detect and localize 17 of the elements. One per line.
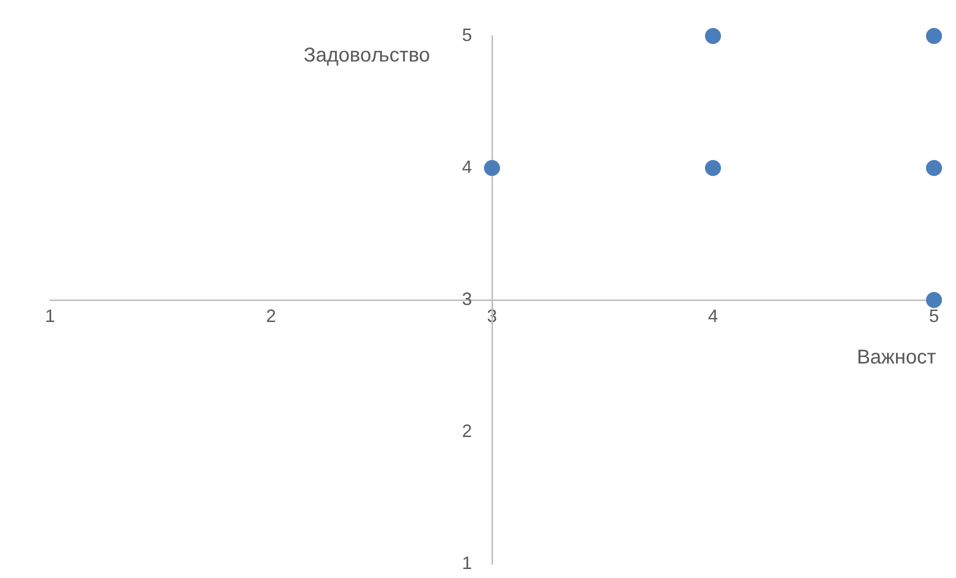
point [926, 292, 942, 308]
y-tick-label: 3 [462, 288, 472, 309]
point [926, 160, 942, 176]
point [484, 160, 500, 176]
x-axis-title: Важност [856, 346, 936, 369]
x-tick-label: 5 [928, 306, 940, 326]
x-tick-label: 4 [708, 306, 718, 326]
y-tick-label: 5 [462, 24, 472, 45]
y-tick-label: 1 [462, 552, 472, 573]
y-tick-label: 2 [462, 420, 472, 441]
y-tick-label: 4 [462, 156, 472, 177]
x-tick-label: 2 [266, 306, 276, 326]
x-tick-label: 1 [44, 306, 56, 326]
point [705, 28, 721, 44]
point [926, 28, 942, 44]
point [705, 160, 721, 176]
y-axis-title: Задовољство [304, 44, 430, 67]
